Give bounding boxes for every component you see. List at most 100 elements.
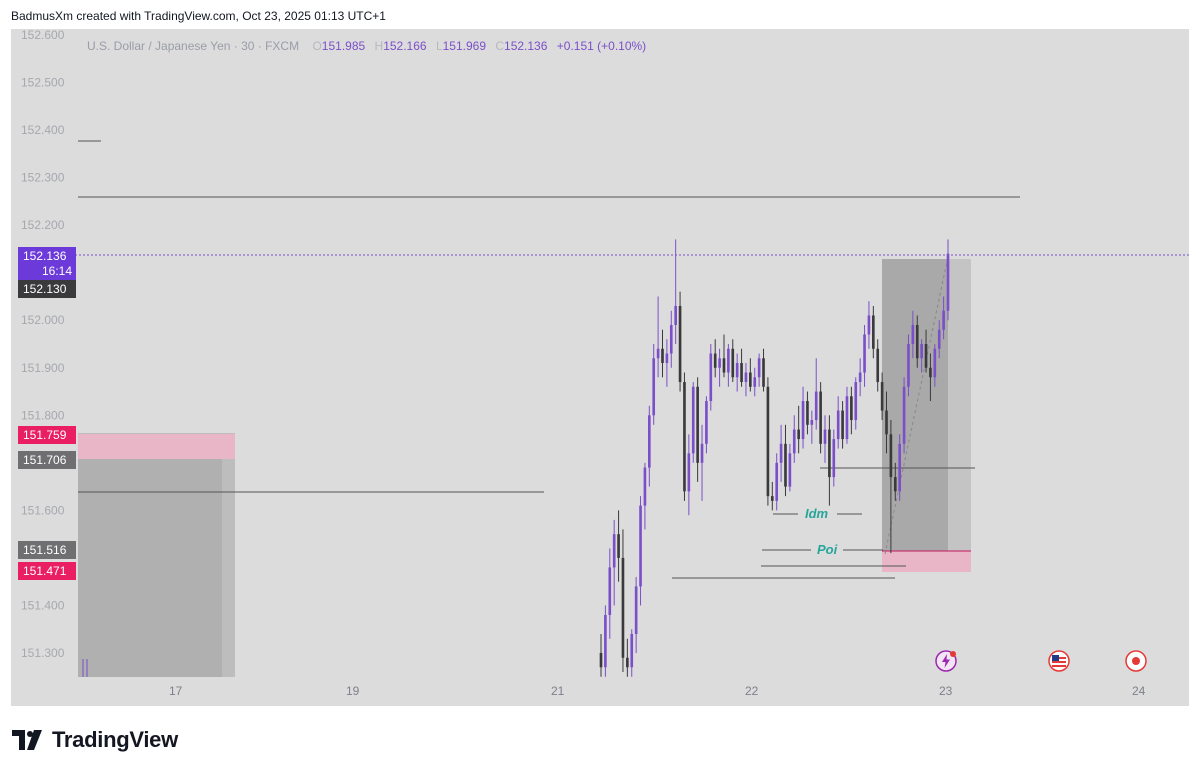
- candle-body[interactable]: [876, 348, 880, 383]
- candle-body[interactable]: [893, 477, 897, 492]
- candle-body[interactable]: [713, 353, 717, 368]
- last-price-tag[interactable]: 152.136 16:14: [18, 247, 76, 280]
- candle-body[interactable]: [867, 315, 871, 335]
- candle-body[interactable]: [630, 633, 634, 668]
- record-event-icon[interactable]: [1125, 650, 1147, 672]
- candle-body[interactable]: [744, 372, 748, 383]
- candle-body[interactable]: [757, 358, 761, 378]
- candle-body[interactable]: [942, 310, 945, 330]
- candle-body[interactable]: [828, 429, 831, 478]
- candle-body[interactable]: [617, 534, 620, 558]
- candle-body[interactable]: [700, 443, 704, 463]
- candle-body[interactable]: [929, 367, 932, 378]
- candle-body[interactable]: [709, 353, 713, 402]
- candle-body[interactable]: [933, 348, 937, 378]
- candle-body[interactable]: [612, 534, 616, 568]
- price-tag-151759[interactable]: 151.759: [18, 426, 76, 444]
- symbol-name[interactable]: U.S. Dollar / Japanese Yen · 30 · FXCM: [87, 39, 300, 53]
- idm-label[interactable]: Idm: [805, 506, 829, 521]
- chart-panel[interactable]: Idm Poi 152.600 152.500 152.400 152.300 152.…: [11, 29, 1189, 706]
- candle-body[interactable]: [902, 386, 906, 444]
- candle-body[interactable]: [639, 505, 642, 587]
- candle-body[interactable]: [731, 348, 735, 378]
- candle-body[interactable]: [832, 439, 836, 478]
- price-tag-151706[interactable]: 151.706: [18, 451, 76, 469]
- poi-label[interactable]: Poi: [817, 542, 838, 557]
- candle-body[interactable]: [753, 377, 757, 387]
- symbol-legend[interactable]: U.S. Dollar / Japanese Yen · 30 · FXCM O…: [87, 39, 646, 53]
- candle-body[interactable]: [647, 415, 651, 468]
- candle-body[interactable]: [779, 443, 783, 463]
- candle-body[interactable]: [863, 334, 866, 373]
- candle-body[interactable]: [762, 358, 765, 387]
- candle-body[interactable]: [915, 324, 919, 359]
- candle-body[interactable]: [656, 348, 660, 359]
- candle-body[interactable]: [608, 567, 612, 615]
- candle-body[interactable]: [854, 382, 858, 421]
- candle-body[interactable]: [661, 348, 664, 364]
- candle-body[interactable]: [836, 410, 840, 440]
- candle-body[interactable]: [788, 453, 792, 487]
- candle-body[interactable]: [696, 386, 699, 463]
- candle-body[interactable]: [691, 386, 695, 454]
- candle-body[interactable]: [683, 382, 686, 492]
- price-tag-151471[interactable]: 151.471: [18, 562, 76, 580]
- candle-body[interactable]: [599, 653, 603, 668]
- price-chart[interactable]: Idm Poi 152.600152.500152.400152.300152.…: [11, 29, 1189, 706]
- candle-body[interactable]: [937, 329, 941, 349]
- candle-body[interactable]: [850, 396, 853, 421]
- candle-body[interactable]: [722, 358, 726, 373]
- candle-body[interactable]: [819, 391, 822, 444]
- candle-body[interactable]: [920, 344, 923, 359]
- price-tag-151516[interactable]: 151.516: [18, 541, 76, 559]
- candle-body[interactable]: [718, 358, 721, 368]
- candle-body[interactable]: [604, 614, 607, 668]
- poi-demand-zone[interactable]: [882, 551, 971, 572]
- candle-body[interactable]: [678, 305, 682, 383]
- left-supply-zone[interactable]: [78, 434, 235, 459]
- candle-body[interactable]: [872, 315, 875, 349]
- candle-body[interactable]: [735, 363, 739, 378]
- price-tag-152130[interactable]: 152.130: [18, 280, 76, 298]
- candle-body[interactable]: [770, 496, 774, 501]
- candle-body[interactable]: [797, 429, 800, 440]
- candle-body[interactable]: [674, 305, 677, 325]
- candle-body[interactable]: [621, 557, 625, 658]
- candle-body[interactable]: [806, 401, 809, 425]
- tradingview-logo[interactable]: TradingView: [12, 727, 178, 752]
- candle-body[interactable]: [727, 348, 730, 373]
- candle-body[interactable]: [643, 467, 647, 506]
- candle-body[interactable]: [885, 410, 888, 435]
- candle-body[interactable]: [924, 344, 928, 368]
- candle-body[interactable]: [665, 353, 669, 364]
- candle-body[interactable]: [626, 657, 629, 668]
- candle-body[interactable]: [823, 429, 827, 444]
- candle-body[interactable]: [858, 372, 862, 383]
- candle-body[interactable]: [898, 443, 902, 492]
- candle-body[interactable]: [634, 586, 638, 634]
- candle-body[interactable]: [946, 253, 950, 311]
- candle-body[interactable]: [911, 324, 915, 344]
- candle-body[interactable]: [792, 429, 796, 454]
- candle-body[interactable]: [841, 410, 844, 440]
- candle-body[interactable]: [845, 396, 849, 440]
- candle-body[interactable]: [766, 386, 770, 497]
- candle-body[interactable]: [749, 372, 752, 387]
- candle-body[interactable]: [801, 401, 805, 440]
- candle-body[interactable]: [784, 443, 787, 487]
- candle-body[interactable]: [687, 453, 691, 492]
- candles-series[interactable]: [599, 239, 950, 677]
- low-value: 151.969: [442, 39, 487, 53]
- candle-body[interactable]: [652, 358, 656, 416]
- us-flag-event-icon[interactable]: [1048, 650, 1070, 672]
- candle-body[interactable]: [705, 401, 708, 444]
- lightning-event-icon[interactable]: [935, 650, 957, 672]
- candle-body[interactable]: [775, 462, 779, 501]
- candle-body[interactable]: [669, 324, 673, 354]
- candle-body[interactable]: [889, 434, 893, 478]
- candle-body[interactable]: [814, 391, 818, 421]
- candle-body[interactable]: [880, 382, 884, 411]
- candle-body[interactable]: [740, 363, 743, 383]
- candle-body[interactable]: [810, 420, 814, 425]
- candle-body[interactable]: [907, 344, 910, 387]
